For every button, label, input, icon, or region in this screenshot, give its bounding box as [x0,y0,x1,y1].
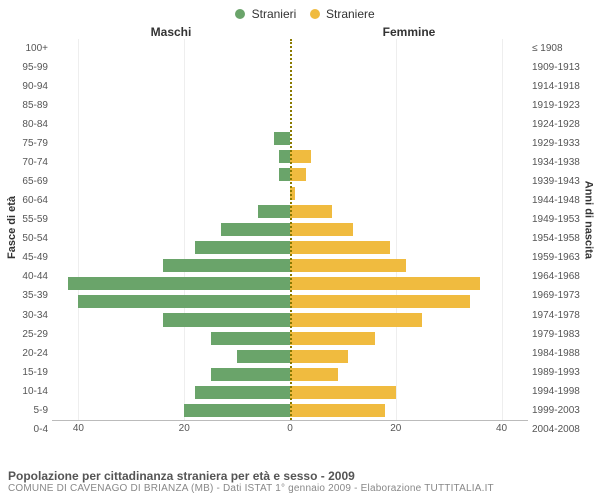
bar-female [290,386,396,399]
bar-male [237,350,290,363]
year-label: 1974-1978 [532,305,592,324]
bar-male [195,241,290,254]
year-label: 1979-1983 [532,325,592,344]
bar-female [290,295,470,308]
bar-female [290,313,422,326]
x-ticks: 0 20 20 40 40 [52,423,528,437]
legend-swatch-male [235,9,245,19]
bar-male [68,277,290,290]
bar-female [290,350,348,363]
bar-male [221,223,290,236]
pyramid-chart: Stranieri Straniere Maschi Femmine Fasce… [0,0,600,500]
year-label: 1909-1913 [532,58,592,77]
year-label: 1914-1918 [532,77,592,96]
x-tick: 0 [287,423,293,434]
bar-male [211,368,290,381]
chart-title: Popolazione per cittadinanza straniera p… [8,469,592,483]
year-label: 2004-2008 [532,420,592,439]
year-label: 1969-1973 [532,286,592,305]
year-label: ≤ 1908 [532,39,592,58]
x-axis: 0 20 20 40 40 [8,423,592,437]
year-label: 1964-1968 [532,267,592,286]
bars-region [52,39,528,421]
bar-female [290,241,390,254]
age-label: 15-19 [8,363,48,382]
age-label: 90-94 [8,77,48,96]
bar-male [258,205,290,218]
header-male: Maschi [52,25,290,39]
age-label: 30-34 [8,305,48,324]
bar-female [290,150,311,163]
bar-male [163,313,290,326]
bar-female [290,168,306,181]
legend: Stranieri Straniere [8,6,592,21]
year-label: 1924-1928 [532,115,592,134]
age-label: 40-44 [8,267,48,286]
yaxis-title-left: Fasce di età [6,196,18,259]
age-label: 95-99 [8,58,48,77]
bar-female [290,259,406,272]
bar-male [195,386,290,399]
year-label: 1929-1933 [532,134,592,153]
legend-swatch-female [310,9,320,19]
bar-female [290,277,480,290]
bar-female [290,368,338,381]
age-label: 10-14 [8,382,48,401]
bar-female [290,205,332,218]
plot-area: Fasce di età Anni di nascita 100+95-9990… [8,39,592,439]
bar-female [290,332,375,345]
yaxis-title-right: Anni di nascita [582,181,594,259]
bar-male [163,259,290,272]
age-label: 20-24 [8,344,48,363]
bar-male [279,150,290,163]
year-label: 1934-1938 [532,153,592,172]
age-label: 65-69 [8,172,48,191]
age-label: 25-29 [8,325,48,344]
legend-label-female: Straniere [326,7,375,21]
year-label: 1999-2003 [532,401,592,420]
bar-male [274,132,290,145]
center-line [290,39,292,420]
year-label: 1919-1923 [532,96,592,115]
bar-female [290,223,353,236]
age-label: 85-89 [8,96,48,115]
age-label: 100+ [8,39,48,58]
male-bars [52,39,290,420]
bar-male [211,332,290,345]
legend-label-male: Stranieri [252,7,297,21]
age-label: 35-39 [8,286,48,305]
bar-female [290,404,385,417]
x-tick: 20 [179,423,190,434]
x-tick: 20 [390,423,401,434]
bar-male [279,168,290,181]
age-label: 80-84 [8,115,48,134]
footer: Popolazione per cittadinanza straniera p… [8,469,592,494]
year-label: 1984-1988 [532,344,592,363]
age-label: 5-9 [8,401,48,420]
bar-male [78,295,290,308]
age-label: 0-4 [8,420,48,439]
column-headers: Maschi Femmine [8,25,592,39]
x-tick: 40 [73,423,84,434]
bar-male [184,404,290,417]
age-label: 70-74 [8,153,48,172]
female-bars [290,39,528,420]
chart-subtitle: COMUNE DI CAVENAGO DI BRIANZA (MB) - Dat… [8,483,592,494]
header-female: Femmine [290,25,528,39]
x-tick: 40 [496,423,507,434]
year-label: 1994-1998 [532,382,592,401]
age-label: 75-79 [8,134,48,153]
year-label: 1989-1993 [532,363,592,382]
